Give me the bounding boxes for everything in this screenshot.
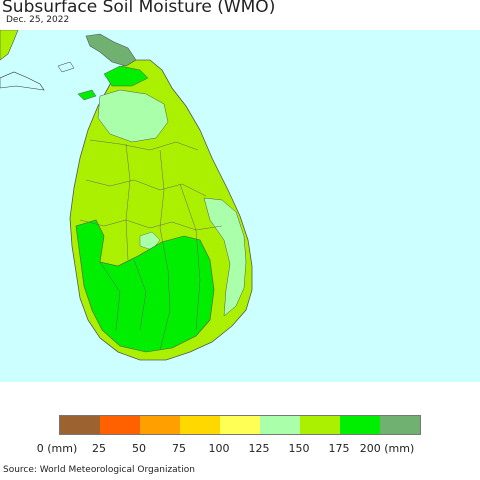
india-coast-2 xyxy=(0,71,45,91)
map-date: Dec. 25, 2022 xyxy=(6,15,70,25)
jaffna-peninsula xyxy=(85,33,137,67)
legend-swatch xyxy=(140,416,180,434)
south-west-wet xyxy=(75,219,215,353)
legend-swatch xyxy=(260,416,300,434)
legend-swatch xyxy=(180,416,220,434)
legend-label: 25 xyxy=(92,442,106,455)
legend-swatch xyxy=(60,416,100,434)
legend-label: 150 xyxy=(288,442,310,455)
soil-moisture-map xyxy=(0,30,480,382)
legend-label: 200 (mm) xyxy=(359,442,415,455)
island-north xyxy=(57,61,75,73)
legend-label: 0 (mm) xyxy=(36,442,78,455)
north-central-light xyxy=(97,89,169,143)
legend-label: 125 xyxy=(248,442,270,455)
legend-label: 175 xyxy=(328,442,350,455)
map-title: Subsurface Soil Moisture (WMO) xyxy=(2,0,276,17)
legend-swatch xyxy=(380,416,420,434)
legend-swatch xyxy=(300,416,340,434)
legend-swatch xyxy=(100,416,140,434)
legend-label: 75 xyxy=(172,442,186,455)
district-boundaries xyxy=(79,139,223,351)
legend-color-bar xyxy=(59,415,421,435)
mannar-island xyxy=(77,89,97,101)
legend-swatch xyxy=(220,416,260,434)
central-light xyxy=(139,231,161,251)
source-credit: Source: World Meteorological Organizatio… xyxy=(3,465,195,475)
legend-label: 50 xyxy=(132,442,146,455)
legend-swatch xyxy=(340,416,380,434)
india-coast xyxy=(0,30,19,61)
north-wet-zone xyxy=(103,65,149,87)
east-coast-light xyxy=(203,197,247,317)
legend-label: 100 xyxy=(208,442,230,455)
